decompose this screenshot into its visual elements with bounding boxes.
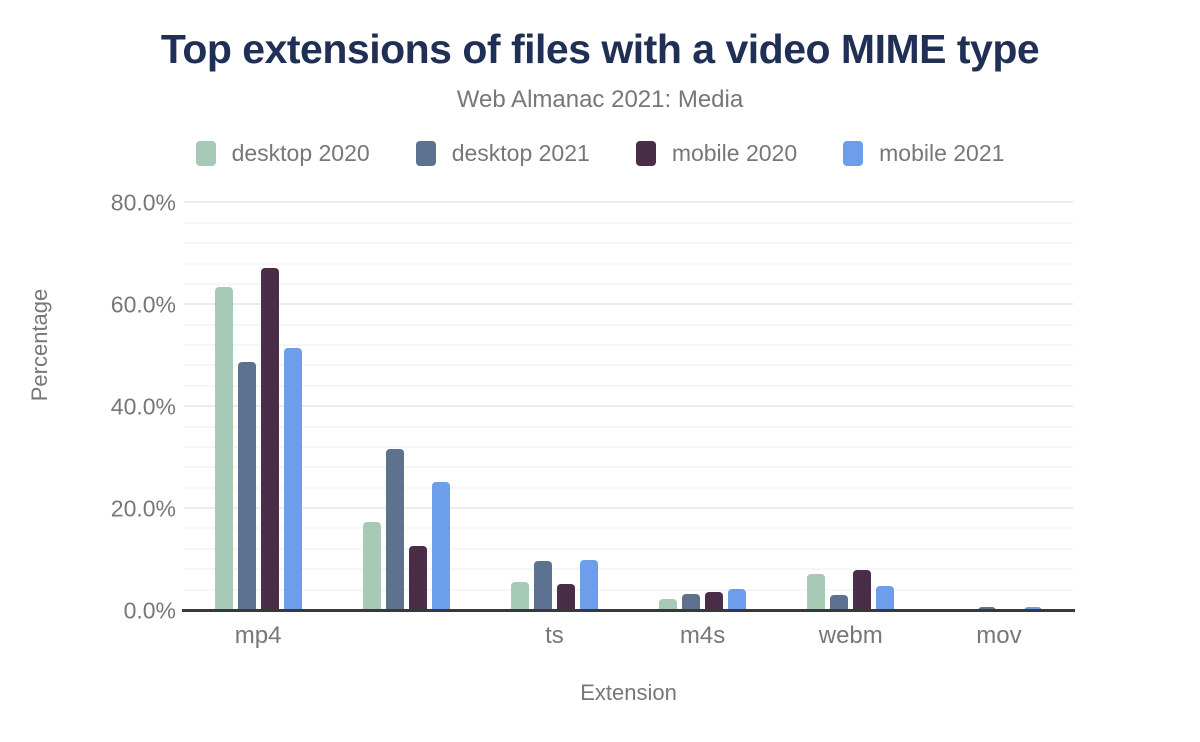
bar-group-webm	[807, 183, 895, 611]
bar-group-mov	[955, 183, 1043, 611]
major-gridline	[184, 303, 1073, 306]
minor-gridline	[184, 425, 1073, 428]
bar-mobile-2021-ts	[579, 559, 598, 611]
major-gridline	[184, 201, 1073, 204]
minor-gridline	[184, 262, 1073, 265]
legend-item-mobile-2021: mobile 2021	[843, 140, 1004, 167]
bar-groups	[184, 183, 1073, 611]
bar-mobile-2021-m4s	[728, 589, 747, 611]
legend-swatch	[195, 141, 216, 166]
bar-group-m4s	[659, 183, 747, 611]
minor-gridline	[184, 221, 1073, 224]
minor-gridline	[184, 547, 1073, 550]
minor-gridline	[184, 527, 1073, 530]
bar-group-ts	[510, 183, 598, 611]
bar-mobile-2021-mp4	[283, 348, 302, 611]
bar-desktop-2021-mp4	[237, 362, 256, 611]
major-gridline	[184, 405, 1073, 408]
minor-gridline	[184, 242, 1073, 245]
minor-gridline	[184, 323, 1073, 326]
legend-item-mobile-2020: mobile 2020	[635, 140, 798, 167]
legend: desktop 2020 desktop 2021 mobile 2020 mobil…	[0, 140, 1200, 167]
major-gridline	[184, 507, 1073, 510]
y-tick-label: 20.0%	[110, 495, 176, 522]
y-tick-label: 80.0%	[110, 189, 176, 216]
plot-area	[182, 183, 1075, 612]
bar-desktop-2020-blank	[362, 522, 381, 611]
legend-item-desktop-2021: desktop 2021	[415, 140, 590, 167]
minor-gridline	[184, 445, 1073, 448]
bar-desktop-2021-mov	[978, 606, 997, 611]
bar-mobile-2021-mov	[1024, 606, 1043, 611]
x-tick-label-webm: webm	[818, 622, 883, 649]
bar-desktop-2021-webm	[830, 595, 849, 611]
x-tick-label-blank	[332, 622, 480, 650]
y-tick-label: 0.0%	[123, 597, 176, 624]
minor-gridline	[184, 486, 1073, 489]
legend-label: mobile 2021	[879, 140, 1005, 166]
x-tick-label-ts: ts	[545, 622, 564, 649]
legend-swatch	[415, 141, 436, 166]
bar-desktop-2020-webm	[807, 573, 826, 611]
legend-item-desktop-2020: desktop 2020	[195, 140, 370, 167]
y-axis-tick-labels: 0.0% 20.0% 40.0% 60.0% 80.0%	[0, 183, 176, 624]
bar-desktop-2020-ts	[510, 581, 529, 611]
chart-title: Top extensions of files with a video MIM…	[160, 26, 1040, 72]
bar-desktop-2020-mp4	[214, 286, 233, 611]
bar-mobile-2020-mp4	[260, 268, 279, 611]
legend-label: mobile 2020	[671, 140, 798, 166]
bar-mobile-2020-webm	[853, 569, 872, 611]
y-tick-label: 40.0%	[110, 393, 176, 420]
bar-desktop-2021-ts	[533, 561, 552, 611]
legend-label: desktop 2020	[231, 140, 370, 166]
bar-group-mp4	[214, 183, 302, 611]
x-axis-tick-labels: mp4 ts m4s webm mov	[184, 622, 1073, 650]
bar-mobile-2020-blank	[408, 546, 427, 611]
chart-subtitle: Web Almanac 2021: Media	[456, 86, 744, 113]
bar-mobile-2021-blank	[431, 481, 450, 611]
bar-mobile-2021-webm	[876, 585, 895, 611]
minor-gridline	[184, 568, 1073, 571]
minor-gridline	[184, 344, 1073, 347]
bar-desktop-2021-m4s	[682, 593, 701, 611]
minor-gridline	[184, 466, 1073, 469]
minor-gridline	[184, 282, 1073, 285]
legend-label: desktop 2021	[451, 140, 590, 166]
x-axis-title: Extension	[580, 680, 677, 705]
y-tick-label: 60.0%	[110, 291, 176, 318]
bar-group-blank	[362, 183, 450, 611]
bar-desktop-2020-m4s	[659, 599, 678, 611]
legend-swatch	[635, 141, 656, 166]
x-axis-line	[182, 609, 1075, 612]
minor-gridline	[184, 364, 1073, 367]
legend-swatch	[843, 141, 864, 166]
bar-mobile-2020-m4s	[705, 592, 724, 611]
x-tick-label-mp4: mp4	[234, 622, 282, 649]
minor-gridline	[184, 384, 1073, 387]
x-tick-label-mov: mov	[976, 622, 1022, 649]
bar-desktop-2021-blank	[385, 449, 404, 611]
x-tick-label-m4s: m4s	[679, 622, 726, 649]
minor-gridline	[184, 588, 1073, 591]
bar-mobile-2020-ts	[556, 583, 575, 611]
